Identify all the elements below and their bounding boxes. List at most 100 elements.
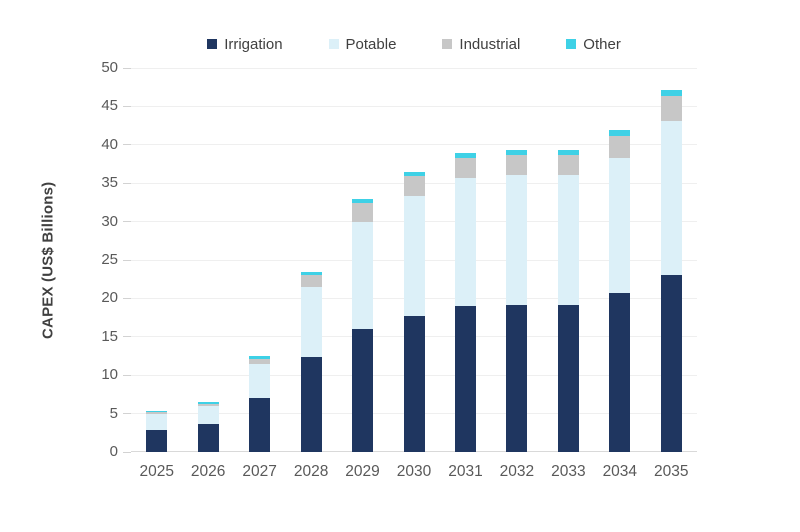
bar-segment-other-2035 — [660, 90, 682, 97]
y-axis-tick-label: 50 — [101, 59, 118, 76]
bar-segment-irrigation-2028 — [300, 356, 322, 452]
bar-segment-other-2034 — [609, 130, 631, 137]
bar-group-2033 — [557, 68, 579, 452]
y-axis-tick-label: 30 — [101, 212, 118, 230]
bar-group-2032 — [506, 68, 528, 452]
bar-segment-industrial-2033 — [557, 154, 579, 175]
bar-segment-potable-2035 — [660, 121, 682, 275]
bar-segment-industrial-2029 — [352, 203, 374, 222]
bar-segment-potable-2031 — [454, 177, 476, 307]
bar-segment-industrial-2027 — [249, 359, 271, 365]
y-axis-tick — [123, 144, 131, 146]
y-axis-tick — [123, 374, 131, 376]
y-axis-tick-label: 20 — [101, 289, 118, 307]
legend-item-irrigation: Irrigation — [207, 35, 283, 53]
bar-group-2029 — [352, 68, 374, 452]
bar-segment-irrigation-2032 — [506, 305, 528, 452]
bar-group-2028 — [300, 68, 322, 452]
bar-segment-potable-2032 — [506, 174, 528, 306]
bar-segment-irrigation-2025 — [146, 429, 168, 452]
bar-segment-other-2026 — [197, 402, 219, 404]
bar-group-2025 — [146, 68, 168, 452]
bar-segment-other-2029 — [352, 199, 374, 204]
bar-segment-irrigation-2027 — [249, 398, 271, 452]
bar-segment-other-2032 — [506, 150, 528, 155]
legend-label-other: Other — [583, 35, 621, 53]
y-axis-tick — [123, 221, 131, 223]
bar-segment-potable-2030 — [403, 196, 425, 317]
legend-swatch-irrigation-icon — [207, 39, 218, 49]
bar-segment-irrigation-2034 — [609, 293, 631, 452]
bar-group-2031 — [454, 68, 476, 452]
bar-segment-potable-2028 — [300, 286, 322, 357]
bar-group-2027 — [249, 68, 271, 452]
x-axis-label-2029: 2029 — [345, 463, 380, 480]
x-axis-label-2027: 2027 — [242, 463, 277, 480]
y-axis-tick-label: 15 — [101, 327, 118, 345]
bar-segment-other-2030 — [403, 171, 425, 176]
bar-segment-irrigation-2030 — [403, 316, 425, 452]
bar-segment-other-2031 — [454, 153, 476, 158]
y-axis-tick-label: 25 — [101, 251, 118, 268]
x-axis-label-2034: 2034 — [602, 463, 638, 480]
gridline-40 — [131, 144, 697, 146]
bar-segment-potable-2033 — [557, 174, 579, 305]
bar-segment-potable-2026 — [197, 405, 219, 425]
y-axis-tick-label: 35 — [101, 174, 118, 192]
bar-segment-irrigation-2035 — [660, 274, 682, 452]
bar-group-2026 — [197, 68, 219, 452]
bar-segment-industrial-2034 — [609, 136, 631, 158]
bar-group-2030 — [403, 68, 425, 452]
legend-label-irrigation: Irrigation — [224, 35, 283, 53]
y-axis-title: CAPEX (US$ Billions) — [39, 181, 57, 339]
legend-label-potable: Potable — [345, 35, 397, 53]
bar-segment-industrial-2031 — [454, 157, 476, 178]
x-axis-label-2033: 2033 — [551, 463, 586, 480]
bar-segment-potable-2034 — [609, 157, 631, 294]
x-axis-label-2035: 2035 — [654, 463, 689, 480]
bar-segment-industrial-2026 — [197, 403, 219, 406]
y-axis-tick-label: 5 — [109, 404, 118, 422]
bar-segment-other-2027 — [249, 356, 271, 360]
bar-group-2034 — [609, 68, 631, 452]
y-axis-tick — [123, 105, 131, 107]
x-axis-label-2025: 2025 — [139, 463, 174, 480]
bar-segment-other-2033 — [557, 150, 579, 155]
y-axis-tick-label: 45 — [101, 97, 118, 115]
y-axis-tick-label: 10 — [101, 366, 118, 384]
x-axis-label-2026: 2026 — [190, 463, 226, 480]
y-axis-tick — [123, 336, 131, 338]
legend-swatch-potable-icon — [328, 39, 339, 49]
bar-group-2035 — [660, 68, 682, 452]
x-axis-label-2028: 2028 — [293, 463, 329, 480]
bar-segment-industrial-2030 — [403, 175, 425, 197]
bar-segment-irrigation-2029 — [352, 329, 374, 452]
gridline-50 — [131, 67, 697, 69]
bar-segment-irrigation-2031 — [454, 306, 476, 452]
bar-segment-industrial-2035 — [660, 96, 682, 121]
bar-segment-potable-2029 — [352, 221, 374, 330]
y-axis-tick-label: 0 — [109, 443, 118, 460]
legend-item-potable: Potable — [328, 35, 397, 53]
bar-segment-other-2025 — [146, 410, 168, 412]
y-axis-tick — [123, 182, 131, 184]
bar-segment-industrial-2025 — [146, 411, 168, 414]
bar-segment-other-2028 — [300, 271, 322, 276]
legend-item-industrial: Industrial — [442, 37, 520, 52]
gridline-45 — [131, 105, 697, 107]
legend-swatch-industrial-icon — [442, 39, 453, 49]
legend-item-other: Other — [566, 37, 621, 52]
chart-legend: Irrigation Potable Industrial Other — [131, 34, 697, 54]
y-axis-tick — [123, 451, 131, 453]
bar-segment-irrigation-2033 — [557, 304, 579, 452]
legend-label-industrial: Industrial — [459, 35, 521, 53]
bar-segment-irrigation-2026 — [197, 424, 219, 452]
plot-area: 0 5 10 15 20 25 30 35 40 45 50 2025 2026 2027 2028 2029… — [101, 59, 697, 480]
bar-segment-potable-2025 — [146, 413, 168, 430]
x-axis-label-2030: 2030 — [396, 463, 432, 480]
bar-segment-industrial-2028 — [300, 275, 322, 287]
y-axis-tick — [123, 67, 131, 69]
y-axis-tick — [123, 259, 131, 261]
y-axis-tick — [123, 413, 131, 415]
